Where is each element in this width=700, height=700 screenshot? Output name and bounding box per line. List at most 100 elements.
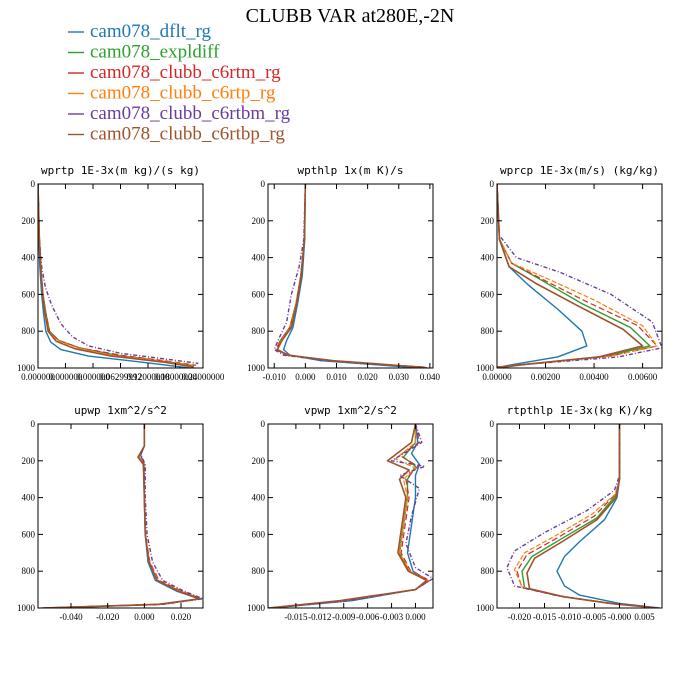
x-tick-label: 0.000000 [49, 372, 83, 382]
y-tick-label: 1000 [247, 363, 266, 373]
y-tick-label: 0 [490, 179, 495, 189]
x-tick-label: -0.005 [583, 612, 607, 622]
x-tick-label: 0.00200 [531, 372, 561, 382]
legend: cam078_dflt_rgcam078_expldiffcam078_club… [68, 21, 291, 145]
x-tick-label: 0.000000 [21, 372, 55, 382]
chart-panel: wprcp 1E-3x(m/s) (kg/kg) 0 200 400 600 800 100… [476, 164, 663, 382]
x-tick-label: 0.18000000 [154, 372, 197, 382]
x-tick-label: -0.000 [608, 612, 632, 622]
x-tick-label: 0.010 [326, 372, 347, 382]
x-tick-label: -0.010 [558, 612, 582, 622]
plot-frame [267, 423, 434, 609]
series-line [271, 424, 429, 608]
chart-panel: upwp 1xm^2/s^2 0 200 400 600 800 1000 -0.040 -0.… [17, 404, 204, 622]
legend-entry: cam078_clubb_c6rtp_rg [90, 83, 276, 104]
y-tick-label: 600 [252, 289, 266, 299]
x-tick-label: -0.006 [356, 612, 380, 622]
y-tick-label: 600 [481, 529, 495, 539]
y-tick-label: 400 [252, 493, 266, 503]
panel-title: wpthlp 1x(m K)/s [298, 164, 404, 177]
series-line [269, 424, 431, 608]
chart-panel: rtpthlp 1E-3x(kg K)/kg 0 200 400 600 800 1000 -… [476, 404, 663, 622]
y-tick-label: 1000 [247, 603, 266, 613]
x-tick-label: 0.000 [295, 372, 316, 382]
series-line [497, 184, 662, 368]
y-tick-label: 800 [22, 326, 36, 336]
y-tick-label: 800 [481, 566, 495, 576]
y-tick-label: 800 [481, 326, 495, 336]
y-tick-label: 800 [252, 566, 266, 576]
panels: wprtp 1E-3x(m kg)/(s kg) 0 200 400 600 800 100… [17, 164, 663, 622]
x-tick-label: 0.020 [171, 612, 192, 622]
y-tick-label: 1000 [17, 603, 36, 613]
panel-title: wprcp 1E-3x(m/s) (kg/kg) [500, 164, 659, 177]
legend-entry: cam078_dflt_rg [90, 21, 212, 42]
series-line [268, 424, 428, 608]
y-tick-label: 200 [22, 456, 36, 466]
y-tick-label: 400 [481, 253, 495, 263]
series-line [41, 424, 201, 608]
panel-title: vpwp 1xm^2/s^2 [304, 404, 397, 417]
y-tick-label: 600 [22, 289, 36, 299]
y-tick-label: 1000 [476, 363, 495, 373]
series-line [513, 424, 650, 608]
x-tick-label: 0.12000000 [127, 372, 170, 382]
x-tick-label: 0.00400 [579, 372, 609, 382]
series-line [38, 184, 197, 366]
x-tick-label: 0.06299992 [99, 372, 142, 382]
x-tick-label: 0.020 [357, 372, 378, 382]
x-tick-label: -0.015 [284, 612, 308, 622]
y-tick-label: 200 [481, 456, 495, 466]
plot-frame [37, 423, 204, 609]
y-tick-label: 400 [22, 253, 36, 263]
x-tick-label: 0.000000 [76, 372, 110, 382]
chart-panel: wprtp 1E-3x(m kg)/(s kg) 0 200 400 600 800 100… [17, 164, 225, 382]
x-tick-label: 0.00000 [482, 372, 512, 382]
series-line [521, 424, 650, 608]
series-line [516, 424, 650, 608]
panel-title: rtpthlp 1E-3x(kg K)/kg [507, 404, 653, 417]
x-tick-label: 0.040 [420, 372, 441, 382]
x-tick-label: 0.000 [405, 612, 426, 622]
y-tick-label: 200 [252, 216, 266, 226]
x-tick-label: 0.00600 [628, 372, 658, 382]
series-line [276, 184, 424, 368]
series-line [273, 184, 421, 368]
y-tick-label: 400 [22, 493, 36, 503]
x-tick-label: -0.009 [332, 612, 356, 622]
x-tick-label: -0.020 [96, 612, 120, 622]
panel-title: wprtp 1E-3x(m kg)/(s kg) [41, 164, 200, 177]
series-line [497, 184, 651, 368]
x-tick-label: -0.010 [263, 372, 287, 382]
y-tick-label: 1000 [17, 363, 36, 373]
y-tick-label: 200 [481, 216, 495, 226]
x-tick-label: -0.020 [508, 612, 532, 622]
series-line [45, 424, 202, 608]
y-tick-label: 600 [481, 289, 495, 299]
series-line [276, 184, 424, 368]
y-tick-label: 800 [252, 326, 266, 336]
y-tick-label: 1000 [476, 603, 495, 613]
x-tick-label: -0.003 [380, 612, 404, 622]
series-line [38, 184, 194, 367]
x-tick-label: -0.015 [533, 612, 557, 622]
series-line [43, 424, 202, 608]
y-tick-label: 0 [31, 179, 36, 189]
x-tick-label: 0.000 [134, 612, 155, 622]
series-line [43, 424, 203, 608]
legend-entry: cam078_clubb_c6rtm_rg [90, 62, 281, 83]
y-tick-label: 600 [22, 529, 36, 539]
plot-frame [37, 183, 204, 369]
plot-frame [496, 183, 663, 369]
series-line [556, 424, 660, 608]
x-tick-label: 0.030 [389, 372, 410, 382]
x-tick-label: 0.24000000 [182, 372, 225, 382]
x-tick-label: -0.040 [59, 612, 83, 622]
y-tick-label: 600 [252, 529, 266, 539]
y-tick-label: 200 [22, 216, 36, 226]
series-line [497, 184, 658, 368]
legend-entry: cam078_clubb_c6rtbp_rg [90, 124, 285, 145]
series-line [38, 184, 199, 365]
series-line [45, 424, 202, 608]
